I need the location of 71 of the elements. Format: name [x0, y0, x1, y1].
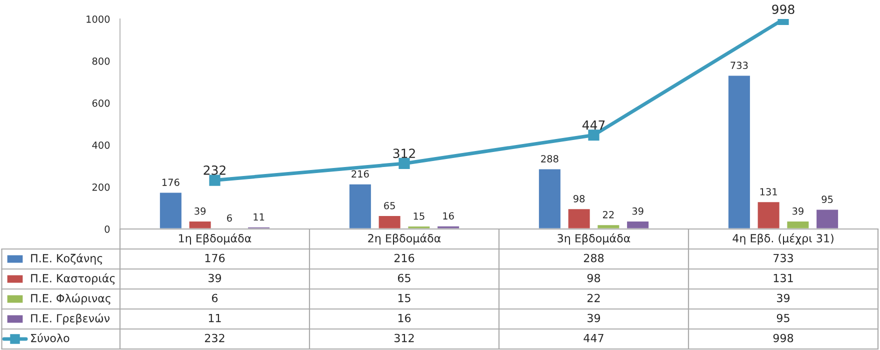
bar — [596, 224, 621, 229]
point — [209, 174, 220, 186]
data-label: 22 — [602, 210, 614, 218]
bar — [377, 214, 402, 229]
text: 216 — [394, 254, 414, 262]
bar — [188, 220, 212, 229]
data-label: 95 — [822, 196, 833, 203]
text: 733 — [774, 254, 793, 262]
bar — [348, 182, 372, 229]
bar — [538, 168, 562, 229]
point — [398, 158, 410, 170]
text: 131 — [774, 274, 793, 282]
text: 288 — [584, 254, 604, 262]
text: 39 — [777, 294, 790, 302]
bar — [566, 208, 592, 229]
text: 176 — [205, 254, 225, 262]
data-label: 176 — [162, 178, 180, 186]
legend-label: Π.Ε. Φλώρινας — [31, 293, 110, 305]
data-label: 998 — [772, 4, 794, 14]
bar — [786, 220, 810, 229]
point — [588, 130, 600, 141]
data-label: 6 — [227, 214, 232, 222]
data-label: 447 — [582, 120, 605, 130]
data-label: 15 — [414, 212, 424, 220]
data-label: 312 — [393, 148, 415, 158]
data-label: 131 — [760, 188, 777, 196]
text: 11 — [208, 314, 221, 322]
data-label: 39 — [632, 207, 644, 215]
bar — [158, 191, 183, 229]
bar — [727, 74, 752, 229]
data-label: 39 — [792, 207, 804, 215]
x-tick-label: 4η Εβδ. (μέχρι 31) — [732, 233, 834, 245]
text: 95 — [776, 314, 790, 322]
legend-label: Σύνολο — [31, 333, 70, 342]
legend-label: Π.Ε. Καστοριάς — [31, 273, 115, 285]
text: 39 — [208, 274, 222, 282]
text: 232 — [204, 334, 224, 342]
text: 312 — [394, 334, 414, 342]
bar — [626, 220, 650, 229]
data-label: 39 — [194, 207, 206, 215]
bar — [406, 225, 432, 229]
data-label: 216 — [352, 170, 369, 178]
data-label: 65 — [384, 202, 395, 210]
y-tick-label: 200 — [92, 183, 110, 191]
text: 16 — [398, 314, 411, 322]
text: 98 — [587, 274, 600, 282]
legend-label: Π.Ε. Γρεβενών — [31, 313, 110, 325]
y-tick-label: 0 — [104, 225, 110, 233]
data-label: 733 — [730, 62, 748, 70]
legend-label: Π.Ε. Κοζάνης — [31, 253, 102, 265]
y-tick-label: 600 — [92, 99, 110, 107]
data-label: 98 — [573, 195, 585, 202]
x-tick-label: 1η Εβδομάδα — [179, 233, 252, 245]
y-tick-label: 400 — [92, 141, 110, 149]
x-tick-label: 3η Εβδομάδα — [558, 233, 630, 245]
text: 39 — [588, 314, 600, 322]
text: 15 — [398, 294, 410, 302]
bar — [815, 208, 840, 229]
text: 65 — [398, 274, 410, 282]
bar — [756, 200, 781, 229]
text: 447 — [584, 334, 604, 342]
y-tick-label: 1000 — [86, 15, 110, 23]
data-label: 16 — [443, 212, 454, 220]
data-label: 288 — [541, 155, 558, 162]
y-tick-label: 800 — [92, 57, 110, 65]
text: 22 — [587, 294, 600, 302]
text: 998 — [773, 334, 794, 342]
data-label: 232 — [204, 165, 226, 175]
data-label: 11 — [254, 213, 264, 220]
text: 6 — [212, 294, 218, 302]
x-tick-label: 2η Εβδομάδα — [368, 233, 441, 245]
